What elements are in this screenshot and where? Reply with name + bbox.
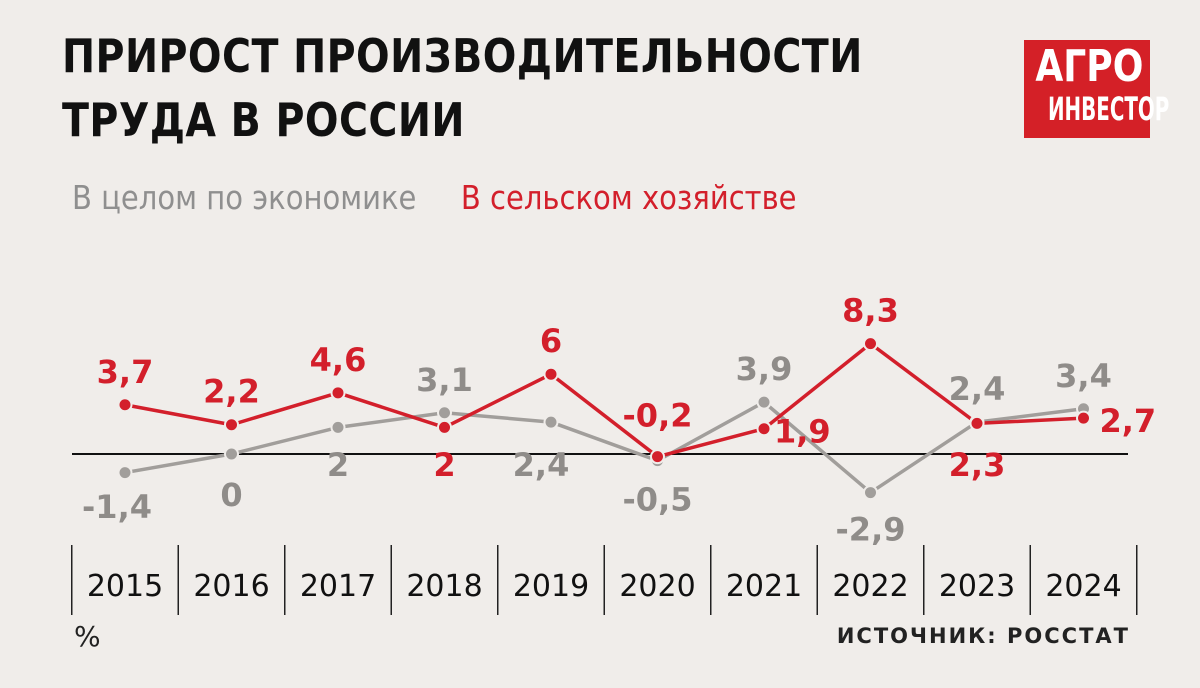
agriculture-line: [124, 341, 1084, 459]
title-line-2: ТРУДА В РОССИИ: [62, 93, 465, 147]
unit-label: %: [74, 620, 101, 653]
x-tick-label: 2018: [406, 569, 482, 604]
economy-value-label: 3,1: [416, 361, 473, 399]
agriculture-value-label: 2: [433, 446, 455, 484]
economy-point: [756, 394, 772, 410]
economy-value-label: 0: [220, 476, 242, 514]
economy-point: [330, 419, 346, 435]
agriculture-point: [437, 419, 452, 435]
agriculture-point: [969, 415, 985, 431]
agriculture-point: [330, 385, 346, 401]
agriculture-point: [117, 397, 133, 413]
x-tick-label: 2019: [513, 569, 589, 604]
economy-point: [543, 414, 559, 430]
economy-value-label: 2: [327, 446, 349, 484]
x-tick-label: 2020: [619, 569, 695, 604]
agroinvestor-logo: АГРО ИНВЕСТОР: [1024, 40, 1169, 138]
agriculture-point: [756, 421, 772, 437]
legend: В целом по экономике В сельском хозяйств…: [72, 178, 832, 217]
x-tick-label: 2015: [87, 569, 163, 604]
agriculture-point: [863, 336, 878, 352]
economy-point: [117, 465, 133, 481]
agriculture-point: [543, 366, 559, 382]
title-line-1: ПРИРОСТ ПРОИЗВОДИТЕЛЬНОСТИ: [62, 29, 863, 83]
agriculture-value-label: 3,7: [97, 353, 154, 391]
economy-point: [863, 485, 878, 501]
chart-title: ПРИРОСТ ПРОИЗВОДИТЕЛЬНОСТИ ТРУДА В РОССИ…: [62, 24, 863, 152]
x-tick-label: 2016: [193, 569, 269, 604]
agriculture-value-label: 2,7: [1100, 402, 1157, 440]
x-tick-label: 2022: [832, 569, 908, 604]
economy-value-label: -0,5: [623, 481, 693, 519]
economy-value-label: -2,9: [836, 511, 906, 549]
x-tick-label: 2017: [300, 569, 376, 604]
agriculture-value-label: 6: [540, 322, 562, 360]
x-tick-label: 2024: [1045, 569, 1121, 604]
economy-value-label: 2,4: [949, 370, 1006, 408]
agriculture-value-label: 1,9: [774, 413, 831, 451]
economy-value-label: 3,4: [1055, 357, 1112, 395]
economy-value-label: -1,4: [82, 488, 152, 526]
legend-agriculture: В сельском хозяйстве: [460, 178, 797, 217]
x-tick-label: 2023: [939, 569, 1015, 604]
agriculture-value-label: 4,6: [310, 341, 367, 379]
economy-value-label: 3,9: [736, 350, 793, 388]
agriculture-value-label: 2,2: [203, 373, 260, 411]
x-tick-label: 2021: [726, 569, 802, 604]
agriculture-point: [224, 417, 239, 433]
agriculture-value-label: 8,3: [842, 292, 899, 330]
agriculture-point: [650, 449, 665, 465]
logo-line-1: АГРО: [1035, 41, 1144, 92]
economy-point: [224, 446, 239, 462]
agriculture-value-label: -0,2: [623, 397, 693, 435]
agriculture-point: [1076, 410, 1091, 426]
economy-value-label: 2,4: [513, 446, 570, 484]
economy-line: [124, 400, 1084, 495]
source-label: ИСТОЧНИК: РОССТАТ: [836, 624, 1130, 648]
agriculture-value-label: 2,3: [949, 446, 1006, 484]
economy-point: [437, 405, 452, 421]
legend-economy: В целом по экономике: [72, 178, 417, 217]
